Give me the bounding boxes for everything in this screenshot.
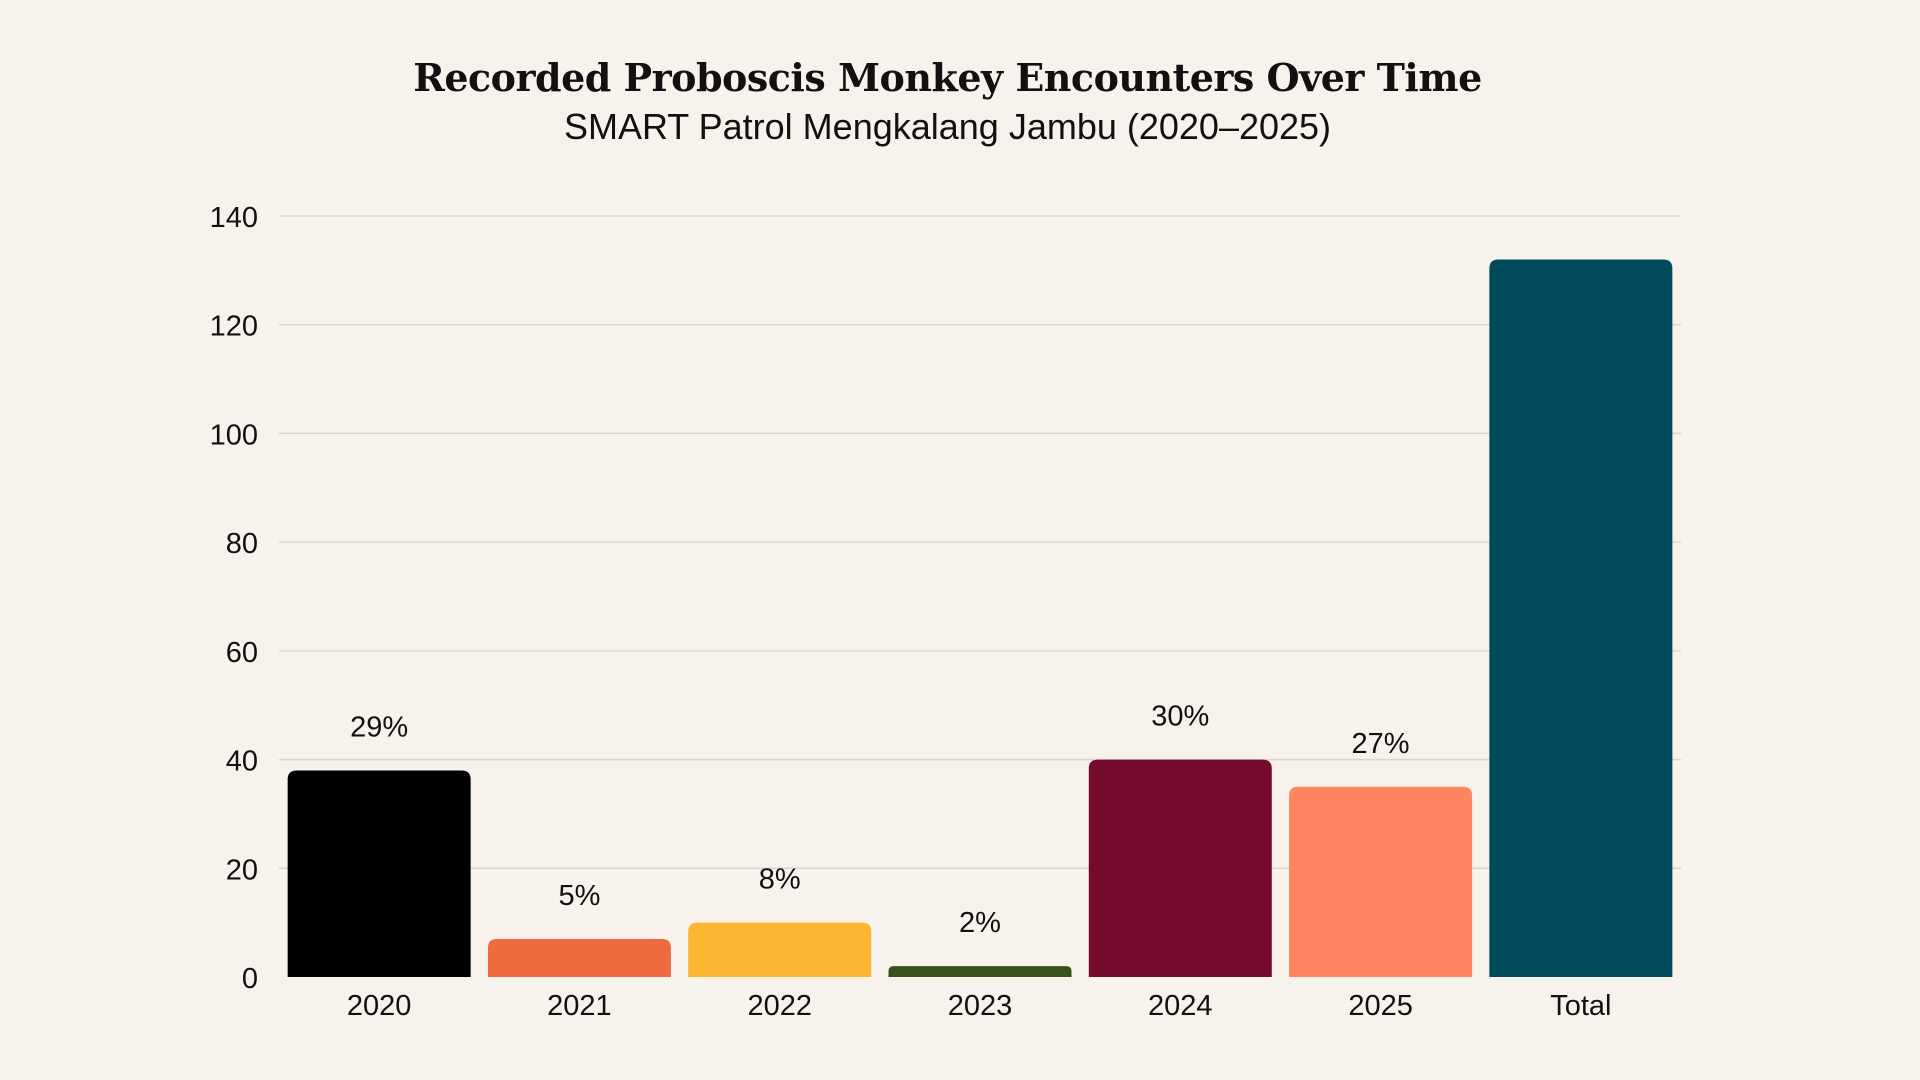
data-label: 29%: [350, 711, 408, 743]
y-tick-label: 40: [226, 746, 258, 778]
data-labels: 29% 5% 8% 2% 30% 27%: [350, 701, 1409, 940]
y-tick-label: 100: [210, 419, 258, 451]
y-tick-label: 140: [210, 202, 258, 234]
chart-subtitle: SMART Patrol Mengkalang Jambu (2020–2025…: [563, 106, 1332, 147]
x-tick-label: 2022: [747, 990, 812, 1022]
gridlines: [279, 215, 1681, 870]
bar-2022: [688, 922, 872, 977]
y-axis-ticks: 0 20 40 60 80 100 120 140: [210, 202, 258, 995]
bar-2020: [287, 770, 471, 977]
bar-2024: [1088, 759, 1272, 977]
x-tick-label: 2025: [1348, 990, 1413, 1022]
data-label: 8%: [759, 864, 801, 896]
bar-2021: [487, 938, 671, 977]
bar-2023: [888, 966, 1072, 977]
bar-2025: [1289, 786, 1473, 977]
bars: [287, 259, 1673, 977]
y-tick-label: 120: [210, 311, 258, 343]
x-tick-label: Total: [1550, 990, 1611, 1022]
y-tick-label: 0: [242, 963, 258, 995]
bar-total: [1489, 259, 1673, 977]
data-label: 30%: [1151, 701, 1209, 733]
chart-title: Recorded Proboscis Monkey Encounters Ove…: [413, 55, 1482, 100]
y-tick-label: 80: [226, 528, 258, 560]
data-label: 27%: [1352, 728, 1410, 760]
x-tick-label: 2020: [347, 990, 412, 1022]
x-tick-label: 2021: [547, 990, 612, 1022]
x-axis-ticks: 2020 2021 2022 2023 2024 2025 Total: [347, 990, 1612, 1022]
y-tick-label: 60: [226, 637, 258, 669]
data-label: 2%: [959, 907, 1001, 939]
x-tick-label: 2023: [948, 990, 1013, 1022]
data-label: 5%: [558, 880, 600, 912]
y-tick-label: 20: [226, 854, 258, 886]
x-tick-label: 2024: [1148, 990, 1213, 1022]
